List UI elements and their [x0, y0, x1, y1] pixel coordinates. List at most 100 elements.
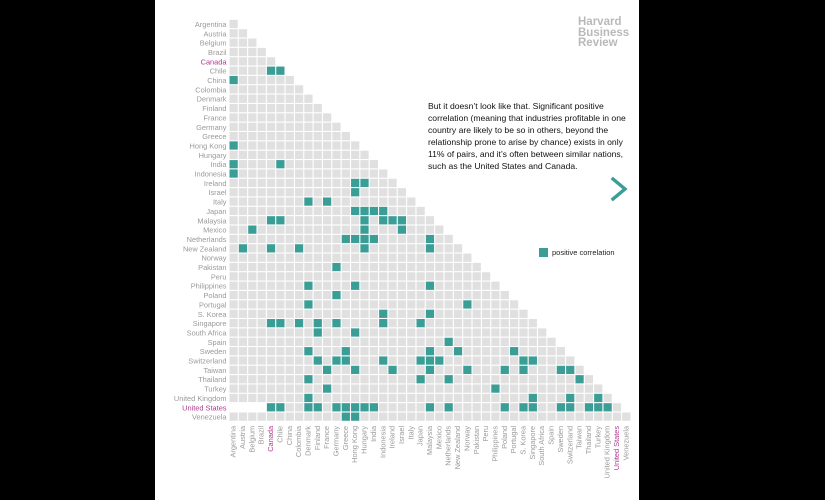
- cell: [510, 412, 519, 421]
- cell: [444, 309, 453, 318]
- cell: [397, 300, 407, 309]
- row-label: Greece: [202, 132, 226, 141]
- column-label: Netherlands: [444, 426, 453, 466]
- cell: [238, 150, 248, 159]
- cell: [332, 365, 341, 375]
- cell-positive: [566, 403, 575, 412]
- column-label: Greece: [341, 426, 350, 450]
- cell-positive: [603, 403, 612, 412]
- cell: [323, 188, 332, 197]
- cell: [360, 169, 369, 178]
- cell: [304, 244, 313, 253]
- cell-positive: [369, 403, 378, 412]
- cell: [285, 309, 294, 318]
- column-label: Venezuela: [621, 425, 630, 460]
- cell: [510, 384, 519, 393]
- cell: [444, 319, 453, 328]
- cell-positive: [379, 356, 388, 365]
- cell: [229, 375, 238, 384]
- cell: [304, 262, 313, 272]
- cell: [369, 244, 378, 253]
- cell: [519, 337, 528, 346]
- cell-positive: [276, 319, 285, 328]
- cell: [556, 393, 565, 403]
- cell: [341, 132, 350, 141]
- cell: [463, 319, 472, 328]
- cell: [229, 347, 238, 356]
- cell: [229, 122, 238, 131]
- cell-positive: [294, 244, 304, 253]
- column-label: Spain: [547, 426, 556, 445]
- cell: [257, 234, 266, 244]
- cell: [519, 319, 528, 328]
- row-label: New Zealand: [183, 244, 227, 253]
- cell: [453, 262, 463, 272]
- cell: [603, 393, 612, 403]
- cell: [491, 347, 500, 356]
- cell: [285, 393, 294, 403]
- cell-positive: [332, 319, 341, 328]
- cell: [313, 347, 322, 356]
- next-arrow-button[interactable]: [608, 176, 632, 202]
- cell: [229, 262, 238, 272]
- cell: [266, 160, 276, 169]
- cell: [379, 337, 388, 346]
- cell: [238, 169, 248, 178]
- column-label: Argentina: [229, 425, 238, 458]
- cell: [313, 393, 322, 403]
- cell: [425, 216, 435, 225]
- cell: [556, 347, 565, 356]
- cell: [238, 29, 248, 38]
- row-label: Austria: [203, 29, 227, 38]
- cell: [500, 347, 509, 356]
- column-label: Belgium: [247, 426, 256, 453]
- cell: [285, 113, 294, 122]
- cell-positive: [341, 403, 350, 412]
- cell-positive: [351, 188, 360, 197]
- column-label: Austria: [238, 425, 247, 449]
- row-label: Belgium: [200, 39, 227, 48]
- cell-positive: [510, 347, 519, 356]
- cell: [304, 253, 313, 262]
- cell: [397, 384, 407, 393]
- cell: [341, 337, 350, 346]
- cell-positive: [341, 234, 350, 244]
- cell: [229, 132, 238, 141]
- cell: [463, 281, 472, 290]
- cell: [266, 178, 276, 188]
- cell: [491, 281, 500, 290]
- cell: [304, 94, 313, 103]
- cell-positive: [425, 244, 435, 253]
- cell-positive: [528, 403, 537, 412]
- cell: [276, 356, 285, 365]
- cell: [294, 150, 304, 159]
- cell: [397, 281, 407, 290]
- cell: [323, 328, 332, 337]
- cell: [276, 300, 285, 309]
- cell: [416, 290, 425, 300]
- cell: [248, 66, 257, 75]
- column-label: China: [285, 425, 294, 445]
- cell: [229, 216, 238, 225]
- cell: [491, 319, 500, 328]
- cell: [425, 412, 435, 421]
- cell: [257, 178, 266, 188]
- cell: [369, 356, 378, 365]
- cell: [538, 337, 547, 346]
- cell: [369, 197, 378, 206]
- cell: [360, 272, 369, 281]
- cell: [528, 375, 537, 384]
- cell: [360, 197, 369, 206]
- cell: [584, 412, 594, 421]
- cell: [313, 309, 322, 318]
- cell: [407, 253, 416, 262]
- legend: positive correlation: [539, 248, 615, 257]
- cell-positive: [238, 244, 248, 253]
- cell: [575, 412, 584, 421]
- cell: [238, 206, 248, 216]
- cell: [435, 272, 444, 281]
- cell: [369, 188, 378, 197]
- cell: [435, 290, 444, 300]
- cell-positive: [463, 300, 472, 309]
